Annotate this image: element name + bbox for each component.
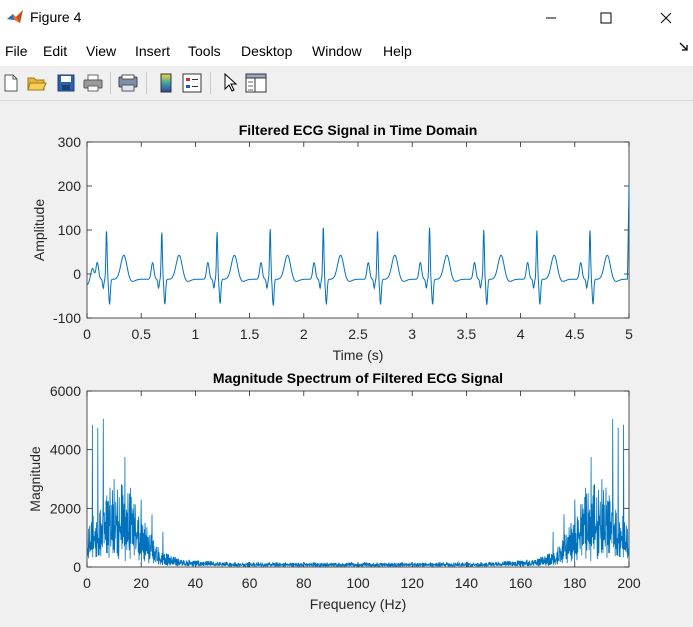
- toolbar-separator: [210, 72, 211, 94]
- time-x-tick-label: 5: [625, 326, 633, 342]
- time-y-tick-label: 300: [58, 134, 82, 150]
- time-y-tick-label: 0: [73, 266, 81, 282]
- spec-x-tick-label: 0: [83, 575, 91, 591]
- spec-x-tick-label: 120: [401, 575, 425, 591]
- time-y-tick-label: 200: [58, 178, 82, 194]
- time-y-tick-label: -100: [53, 310, 81, 326]
- time-x-tick-label: 4.5: [565, 326, 585, 342]
- spec-y-tick-label: 6000: [50, 383, 81, 399]
- spec-y-tick-label: 4000: [50, 442, 81, 458]
- spec-x-tick-label: 40: [188, 575, 204, 591]
- toolbar: [0, 66, 693, 101]
- axes-box: [86, 390, 630, 568]
- time-y-tick-label: 100: [58, 222, 82, 238]
- print-preview-button[interactable]: [117, 72, 139, 94]
- figure-canvas: Filtered ECG Signal in Time Domain Time …: [0, 101, 693, 622]
- menu-view[interactable]: View: [86, 43, 117, 59]
- time-x-tick-label: 3: [408, 326, 416, 342]
- menu-edit[interactable]: Edit: [43, 43, 68, 59]
- open-file-icon: [27, 77, 47, 91]
- toolbar-separator: [146, 72, 147, 94]
- insert-colorbar-button[interactable]: [155, 72, 177, 94]
- edit-plot-button[interactable]: [219, 72, 241, 94]
- close-button[interactable]: [643, 0, 689, 36]
- spec-x-tick-label: 100: [346, 575, 370, 591]
- window-title: Figure 4: [30, 9, 82, 25]
- dock-figure-icon[interactable]: [679, 42, 689, 52]
- axes-box: [86, 141, 630, 319]
- new-figure-button[interactable]: [0, 72, 22, 94]
- spec-x-tick-label: 200: [617, 575, 641, 591]
- time-domain-axes[interactable]: Filtered ECG Signal in Time Domain Time …: [31, 122, 633, 363]
- spec-x-tick-label: 80: [296, 575, 312, 591]
- time-y-axis-label: Amplitude: [31, 199, 47, 261]
- time-x-tick-label: 2: [300, 326, 308, 342]
- spec-y-tick-label: 0: [73, 559, 81, 575]
- time-x-tick-label: 1: [192, 326, 200, 342]
- time-x-tick-label: 0: [83, 326, 91, 342]
- matlab-logo-icon: [7, 10, 23, 23]
- time-x-tick-label: 1.5: [240, 326, 260, 342]
- open-file-button[interactable]: [26, 72, 48, 94]
- pointer-icon: [224, 73, 238, 92]
- ecg-signal-line: [86, 183, 630, 306]
- property-editor-icon: [245, 73, 267, 93]
- time-x-tick-label: 3.5: [457, 326, 477, 342]
- spectrum-x-axis-label: Frequency (Hz): [310, 596, 406, 612]
- spec-x-tick-label: 180: [563, 575, 587, 591]
- menu-window[interactable]: Window: [312, 43, 362, 59]
- menu-tools[interactable]: Tools: [188, 43, 221, 59]
- new-figure-icon: [4, 74, 18, 92]
- print-icon: [83, 74, 103, 92]
- menu-bar: File Edit View Insert Tools Desktop Wind…: [0, 36, 693, 66]
- menu-desktop[interactable]: Desktop: [241, 43, 293, 59]
- magnitude-spectrum-line: [86, 418, 630, 569]
- insert-legend-button[interactable]: [181, 72, 203, 94]
- print-button[interactable]: [82, 72, 104, 94]
- spec-y-tick-label: 2000: [50, 500, 81, 516]
- figure-svg: Filtered ECG Signal in Time Domain Time …: [27, 122, 641, 612]
- title-bar: Figure 4: [0, 0, 693, 36]
- legend-icon: [182, 73, 202, 93]
- spectrum-chart-title: Magnitude Spectrum of Filtered ECG Signa…: [213, 370, 503, 386]
- save-button[interactable]: [55, 72, 77, 94]
- save-icon: [57, 74, 75, 92]
- time-x-tick-label: 0.5: [131, 326, 151, 342]
- print-preview-icon: [118, 74, 138, 92]
- close-icon: [660, 12, 672, 24]
- toolbar-separator: [110, 72, 111, 94]
- spectrum-axes[interactable]: Magnitude Spectrum of Filtered ECG Signa…: [27, 370, 641, 612]
- maximize-icon: [600, 12, 612, 24]
- menu-file[interactable]: File: [5, 43, 28, 59]
- minimize-icon: [546, 17, 556, 19]
- time-chart-title: Filtered ECG Signal in Time Domain: [239, 122, 478, 138]
- spec-x-tick-label: 20: [133, 575, 149, 591]
- property-editor-button[interactable]: [245, 72, 267, 94]
- colorbar-icon: [160, 73, 172, 93]
- time-x-axis-label: Time (s): [333, 347, 384, 363]
- spec-x-tick-label: 160: [509, 575, 533, 591]
- spectrum-y-axis-label: Magnitude: [27, 446, 43, 512]
- minimize-button[interactable]: [528, 0, 574, 36]
- menu-insert[interactable]: Insert: [135, 43, 171, 59]
- spec-x-tick-label: 60: [242, 575, 258, 591]
- time-x-tick-label: 2.5: [348, 326, 368, 342]
- time-x-tick-label: 4: [517, 326, 525, 342]
- spec-x-tick-label: 140: [455, 575, 479, 591]
- maximize-button[interactable]: [583, 0, 629, 36]
- menu-help[interactable]: Help: [383, 43, 412, 59]
